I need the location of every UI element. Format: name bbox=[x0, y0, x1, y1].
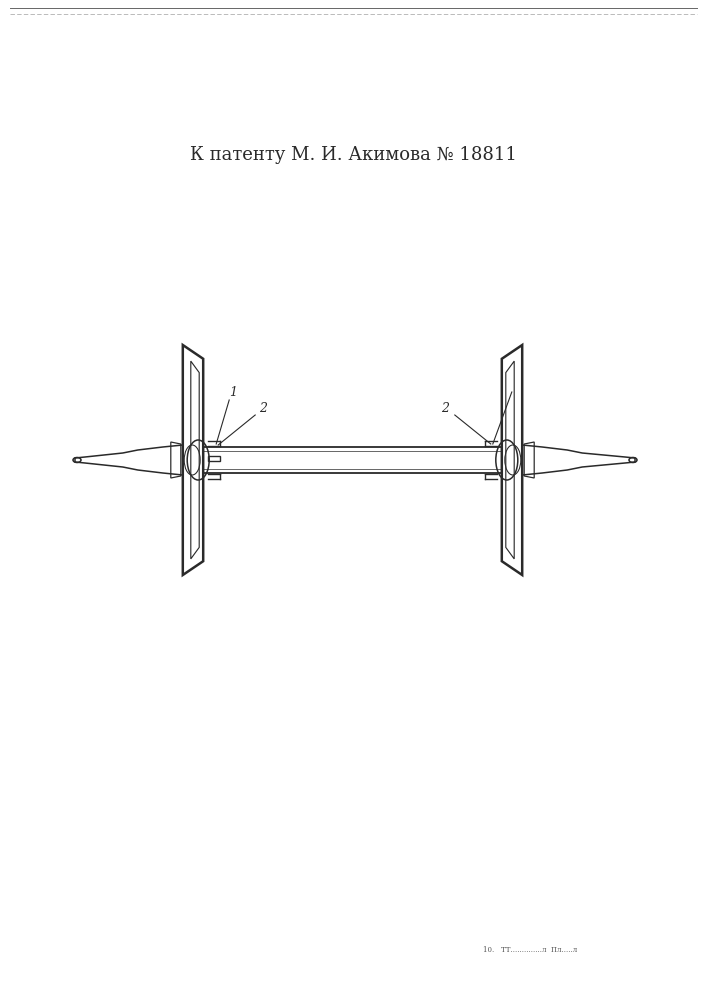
Text: К патенту М. И. Акимова № 18811: К патенту М. И. Акимова № 18811 bbox=[189, 146, 516, 164]
Text: 1: 1 bbox=[229, 385, 238, 398]
Text: 2: 2 bbox=[440, 402, 449, 416]
Text: 2: 2 bbox=[259, 402, 267, 416]
Text: 10.   ТТ..............л  Пл.....л: 10. ТТ..............л Пл.....л bbox=[483, 946, 577, 954]
Bar bbox=[208, 456, 220, 461]
